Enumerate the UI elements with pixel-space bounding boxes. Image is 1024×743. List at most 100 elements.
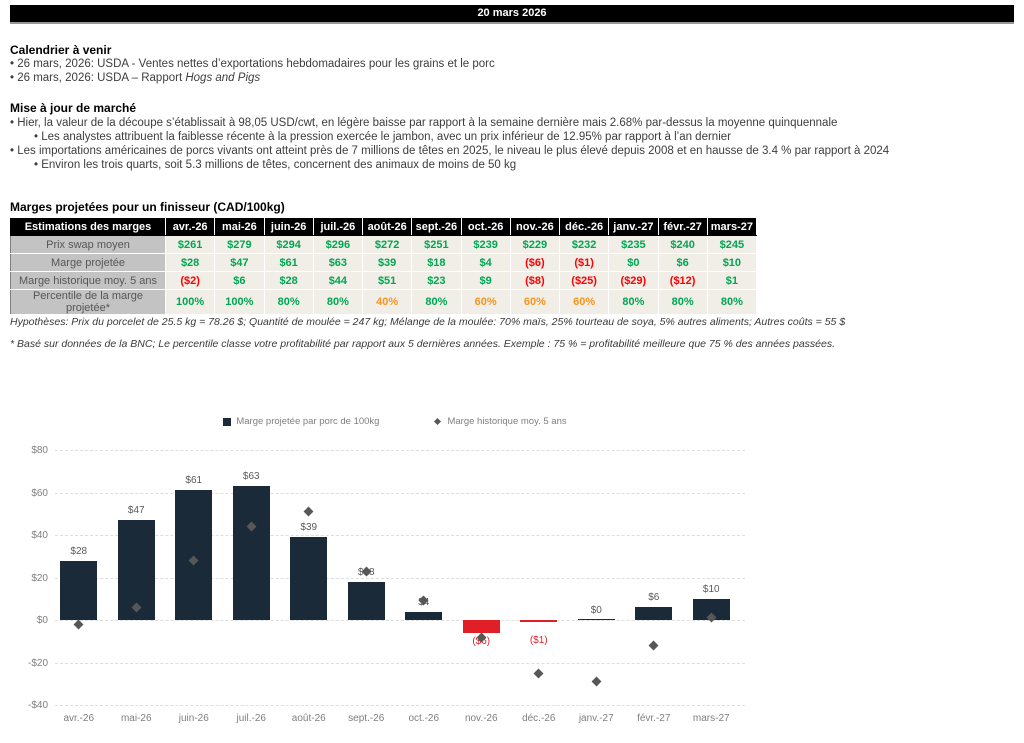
x-axis-tick-label: févr.-27 [637,713,671,724]
value-cell: 80% [707,289,758,315]
bar-value-label: ($1) [529,635,548,646]
value-cell: 80% [313,289,364,315]
value-cell: 60% [559,289,610,315]
bar-value-label: $39 [300,522,318,534]
value-cell: $1 [707,271,758,290]
value-cell: 100% [165,289,216,315]
x-axis-tick-label: oct.-26 [408,713,440,724]
gridline [55,705,745,706]
value-cell: $294 [264,235,314,254]
y-axis-tick-label: $0 [36,615,48,626]
value-cell: $251 [411,235,462,254]
value-cell: ($2) [165,271,216,290]
month-header: juil.-26 [312,218,364,236]
month-header: avr.-26 [164,218,216,236]
list-item: • 26 mars, 2026: USDA – Rapport Hogs and… [10,72,261,84]
month-header: déc.-26 [558,218,610,236]
date-banner: 20 mars 2026 [10,5,1014,24]
y-axis-tick-label: $20 [31,572,48,584]
bar-value-label: $0 [590,605,602,616]
value-cell: $18 [411,253,462,272]
x-axis-tick-label: juil.-26 [236,713,266,724]
historical-margin-marker-janv.-27 [591,676,602,687]
legend-item-projected-margin: Marge projetée par porc de 100kg [223,416,379,427]
row-label: Percentile de la marge projetée* [10,289,166,315]
table-row: Marge projetée $28 $47 $61 $63 $39 $18 $4 ($6) ($… [10,253,758,272]
value-cell: $61 [264,253,314,272]
value-cell: 80% [658,289,708,315]
bar-value-label: $63 [242,471,260,483]
value-cell: $232 [559,235,610,254]
legend-item-historical-margin: Marge historique moy. 5 ans [434,416,567,427]
x-axis-tick-label: sept.-26 [348,713,385,724]
y-axis-tick-label: $60 [31,487,48,499]
percentile-footnote: * Basé sur données de la BNC; Le percent… [10,338,836,350]
bar-janv.-27 [577,618,615,620]
bar-value-label: $28 [70,545,88,557]
value-cell: $0 [608,253,659,272]
value-cell: $296 [313,235,364,254]
value-cell: $28 [264,271,314,290]
value-cell: ($1) [559,253,610,272]
x-axis-tick-label: nov.-26 [464,713,498,724]
x-axis-tick-label: mars-27 [692,713,730,724]
legend-label-projected-margin: Marge projetée par porc de 100kg [236,416,380,427]
bar-value-label: $47 [127,505,145,517]
month-header: nov.-26 [509,218,561,236]
value-cell: $229 [510,235,561,254]
value-cell: $245 [707,235,758,254]
historical-margin-marker-août-26 [303,506,314,517]
value-cell: $261 [165,235,216,254]
gridline [55,492,745,494]
x-axis-tick-label: août-26 [291,713,326,724]
value-cell: $4 [461,253,511,272]
x-axis-tick-label: mai-26 [120,713,152,724]
bar-août-26 [290,537,328,620]
legend-label-historical-margin: Marge historique moy. 5 ans [447,416,567,427]
month-header: févr.-27 [657,218,708,236]
gridline [55,577,745,579]
bar-value-label: $61 [185,475,203,487]
value-cell: $23 [411,271,462,290]
bar-nov.-26 [462,620,500,633]
x-axis-tick-label: janv.-27 [578,713,614,724]
gridline [55,662,745,664]
value-cell: $279 [214,235,265,254]
x-axis-tick-label: avr.-26 [63,713,95,724]
row-label: Marge projetée [10,253,166,272]
margins-table-body: Prix swap moyen $261 $279 $294 $296 $272 $251 $… [10,235,758,315]
y-axis-tick-label: $80 [31,445,48,456]
bar-value-label: $6 [648,592,660,604]
value-cell: $272 [362,235,413,254]
value-cell: 80% [264,289,314,315]
margins-heading: Marges projetées pour un finisseur (CAD/… [10,200,285,214]
value-cell: $39 [362,253,413,272]
value-cell: ($6) [510,253,561,272]
diamond-series-swatch-icon [434,417,442,426]
bar-juil.-26 [232,486,270,620]
y-axis-tick-label: $40 [31,530,48,541]
month-header: juin-26 [263,218,314,236]
bar-déc.-26 [520,620,558,623]
list-item: • Les importations américaines de porcs … [10,145,890,157]
value-cell: $240 [658,235,708,254]
x-axis-tick-label: juin-26 [178,713,209,724]
value-cell: ($29) [608,271,659,290]
calendar-list: • 26 mars, 2026: USDA - Ventes nettes d’… [10,57,495,85]
value-cell: 80% [608,289,659,315]
value-cell: ($25) [559,271,610,290]
calendar-heading: Calendrier à venir [10,43,112,57]
value-cell: ($12) [658,271,708,290]
month-header: mars-27 [706,218,758,236]
gridline [55,620,745,621]
margins-table: Estimations des marges avr.-26 mai-26 juin… [10,218,758,315]
historical-margin-marker-févr.-27 [648,640,659,651]
value-cell: 80% [411,289,462,315]
value-cell: $239 [461,235,511,254]
bar-févr.-27 [635,607,673,620]
assumptions-note: Hypothèses: Prix du porcelet de 25.5 kg … [10,316,846,328]
row-label: Marge historique moy. 5 ans [10,271,166,290]
month-header: mai-26 [214,218,265,236]
market-update-heading: Mise à jour de marché [10,101,137,115]
value-cell: ($8) [510,271,561,290]
